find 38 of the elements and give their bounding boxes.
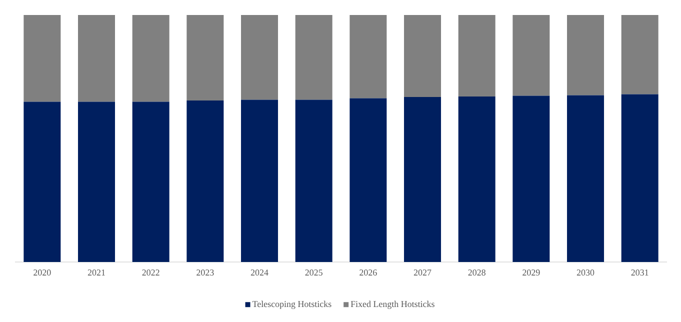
- legend-label: Telescoping Hotsticks: [252, 300, 332, 309]
- bar: [132, 15, 170, 102]
- x-tick-label: 2024: [250, 270, 268, 276]
- bar: [78, 15, 115, 102]
- bar: [404, 97, 442, 262]
- bar: [186, 100, 224, 262]
- bar: [24, 102, 61, 262]
- x-tick-label: 2028: [468, 270, 486, 276]
- x-tick-label: 2022: [142, 270, 160, 276]
- bar: [295, 100, 332, 262]
- bar: [512, 96, 550, 262]
- bar: [621, 15, 658, 94]
- bar: [350, 15, 387, 98]
- x-tick-label: 2027: [414, 270, 432, 276]
- bar: [621, 94, 658, 262]
- x-tick-label: 2029: [522, 270, 540, 276]
- bar: [512, 15, 550, 96]
- bar: [132, 102, 170, 262]
- bar: [295, 15, 332, 100]
- bar: [458, 15, 496, 97]
- bar: [24, 15, 61, 102]
- bar: [186, 15, 224, 100]
- x-tick-label: 2030: [576, 270, 594, 276]
- legend-label: Fixed Length Hotsticks: [350, 300, 434, 309]
- bar: [241, 100, 278, 262]
- x-tick-label: 2031: [631, 270, 648, 276]
- x-tick-label: 2026: [360, 270, 377, 276]
- bar: [404, 15, 442, 98]
- x-tick-label: 2021: [88, 270, 105, 276]
- bar: [567, 95, 604, 262]
- bar: [458, 96, 496, 262]
- bar: [567, 15, 604, 96]
- bar: [350, 98, 387, 262]
- bar: [78, 102, 115, 262]
- x-tick-label: 2020: [34, 270, 51, 276]
- bar: [241, 15, 278, 100]
- x-tick-label: 2023: [196, 270, 214, 276]
- x-tick-label: 2025: [305, 270, 322, 276]
